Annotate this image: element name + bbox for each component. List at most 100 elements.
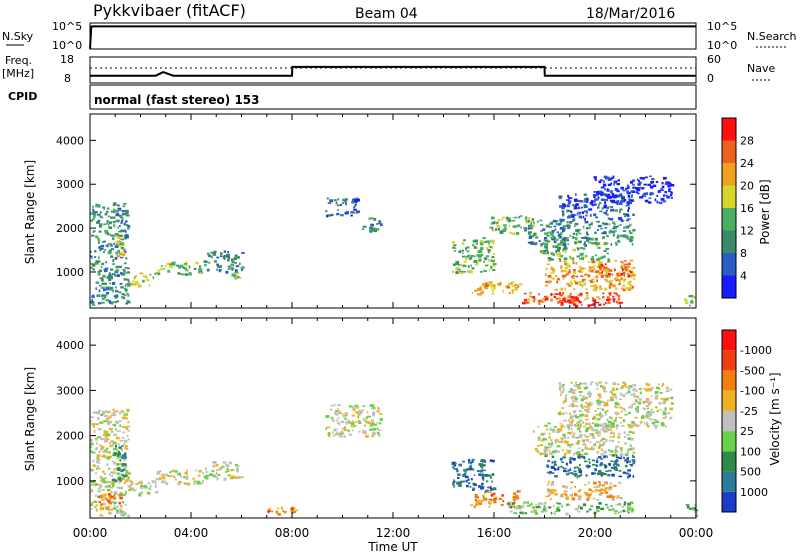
heatmap-cell [519,510,523,514]
heatmap-cell [543,295,548,299]
heatmap-cell [120,272,124,276]
heatmap-cell [609,396,614,399]
heatmap-cell [119,452,121,456]
heatmap-cell [666,397,669,401]
heatmap-cell [545,453,549,456]
heatmap-cell [600,413,602,416]
heatmap-cell [625,386,628,389]
heatmap-cell [646,383,651,386]
heatmap-cell [127,471,131,475]
heatmap-cell [625,472,630,475]
heatmap-cell [628,230,631,233]
heatmap-cell [570,415,574,418]
heatmap-cell [542,438,546,441]
heatmap-cell [575,232,578,236]
heatmap-cell [122,477,125,481]
heatmap-cell [585,287,588,291]
heatmap-cell [284,511,287,514]
heatmap-cell [549,452,553,455]
heatmap-cell [335,412,339,416]
heatmap-cell [550,483,554,486]
heatmap-cell [597,434,601,437]
heatmap-cell [455,462,457,465]
heatmap-cell [551,466,555,469]
heatmap-cell [656,194,659,197]
heatmap-cell [532,296,536,299]
heatmap-cell [562,247,567,251]
heatmap-cell [127,470,129,474]
heatmap-cell [492,242,495,245]
heatmap-cell [133,277,136,280]
heatmap-cell [356,406,360,409]
heatmap-cell [559,259,562,262]
heatmap-cell [456,469,459,473]
heatmap-cell [577,427,580,431]
heatmap-cell [625,204,630,207]
heatmap-cell [343,428,347,432]
heatmap-cell [519,283,523,286]
heatmap-cell [122,510,125,514]
heatmap-cell [292,511,294,514]
heatmap-cell [582,503,587,507]
heatmap-cell [551,472,555,474]
heatmap-cell [122,493,126,496]
heatmap-cell [335,419,339,422]
heatmap-cell [618,475,623,478]
heatmap-cell [574,242,577,245]
heatmap-cell [616,495,620,497]
heatmap-cell [357,198,360,202]
heatmap-cell [619,208,623,211]
heatmap-cell [593,486,596,489]
heatmap-cell [107,450,111,454]
heatmap-cell [124,452,127,455]
heatmap-cell [171,262,173,265]
heatmap-cell [566,424,569,427]
heatmap-cell [498,498,503,500]
heatmap-cell [239,262,241,266]
heatmap-cell [200,482,203,485]
heatmap-cell [490,499,493,502]
heatmap-cell [563,260,567,263]
heatmap-cell [595,509,599,511]
heatmap-cell [632,456,635,458]
heatmap-cell [596,198,599,201]
heatmap-cell [188,272,192,275]
heatmap-cell [589,201,594,205]
heatmap-cell [125,470,128,473]
heatmap-cell [562,210,565,214]
heatmap-cell [112,423,114,426]
heatmap-cell [148,488,152,490]
heatmap-cell [553,229,556,232]
heatmap-cell [118,265,122,269]
heatmap-cell [371,419,374,421]
heatmap-cell [575,193,577,196]
heatmap-cell [597,265,600,268]
heatmap-cell [592,436,595,439]
heatmap-cell [556,430,560,433]
heatmap-cell [561,449,564,451]
heatmap-cell [198,268,203,272]
heatmap-cell [92,459,95,463]
heatmap-cell [562,456,567,459]
heatmap-cell [90,468,93,471]
heatmap-cell [583,198,586,201]
heatmap-cell [549,222,553,225]
heatmap-cell [125,427,129,430]
heatmap-cell [582,456,586,459]
heatmap-cell [477,503,480,506]
heatmap-cell [645,415,648,417]
heatmap-cell [553,225,557,228]
heatmap-cell [532,298,537,301]
heatmap-cell [612,175,615,179]
heatmap-cell [479,240,484,243]
heatmap-cell [596,220,600,223]
heatmap-cell [648,184,651,186]
heatmap-cell [353,206,356,209]
heatmap-cell [586,406,590,408]
heatmap-cell [626,225,629,228]
heatmap-cell [113,413,117,416]
heatmap-cell [115,269,120,272]
heatmap-cell [615,387,619,391]
heatmap-cell [616,496,618,500]
